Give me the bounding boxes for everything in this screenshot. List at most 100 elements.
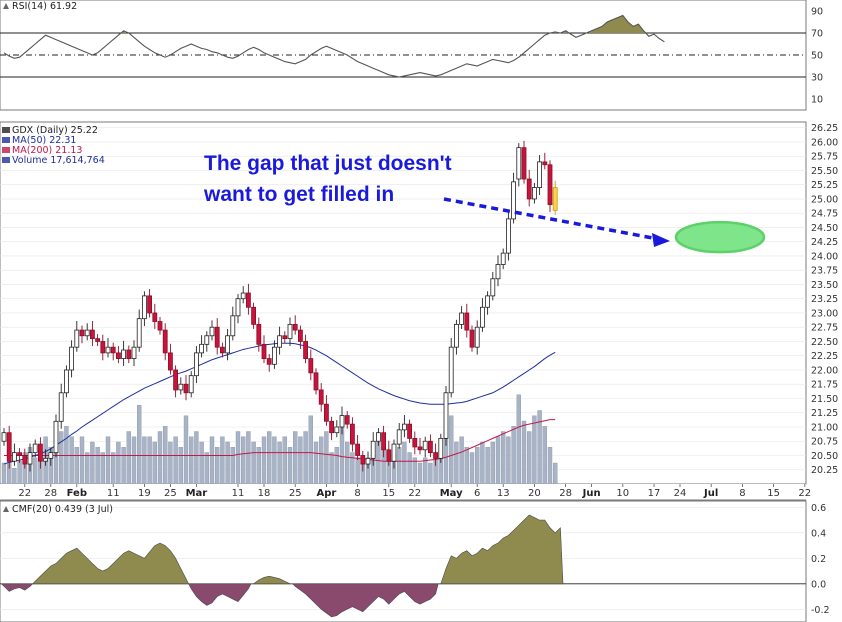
- x-tick-label: 8: [739, 488, 745, 499]
- volume-bar: [152, 441, 158, 485]
- candle-body: [256, 323, 262, 345]
- candlesticks: [1, 140, 558, 472]
- annotation-arrow-head: [652, 233, 670, 247]
- candle-body: [162, 329, 168, 354]
- volume-bar: [376, 441, 381, 485]
- volume-bar: [506, 436, 511, 485]
- candle-body: [313, 372, 319, 391]
- candle-body: [84, 329, 90, 337]
- candle-body: [412, 437, 418, 448]
- cmf-icon: [3, 506, 9, 512]
- candle-body: [95, 338, 100, 342]
- volume-bar: [475, 447, 480, 485]
- price-tick-label: 25.50: [811, 166, 838, 177]
- price-tick-label: 20.75: [811, 437, 838, 448]
- cmf-negative-area: [188, 583, 252, 606]
- volume-bar: [423, 457, 428, 485]
- candle-body: [407, 423, 413, 439]
- candle-body: [58, 392, 64, 422]
- volume-bar: [168, 441, 173, 485]
- candle-body: [183, 383, 189, 394]
- candle-body: [381, 432, 387, 451]
- candle-body: [266, 358, 272, 365]
- volume-bar: [147, 436, 152, 485]
- volume-bar: [220, 436, 225, 485]
- rsi-legend-label: RSI(14) 61.92: [12, 1, 77, 12]
- price-tick-label: 20.25: [811, 465, 838, 476]
- candle-body: [386, 449, 392, 462]
- candle-body: [157, 321, 163, 331]
- volume-bar: [277, 441, 282, 485]
- x-tick-label: 19: [138, 488, 151, 499]
- volume-bar: [407, 452, 412, 485]
- volume-bar: [126, 431, 132, 485]
- candle-body: [271, 346, 277, 365]
- candle-body: [235, 298, 241, 317]
- rsi-line: [3, 14, 665, 78]
- cmf-tick-label: 0.4: [811, 528, 826, 539]
- volume-bar: [12, 468, 17, 485]
- volume-bar: [464, 447, 469, 485]
- candle-body: [505, 218, 511, 254]
- x-tick-label: 25: [164, 488, 177, 499]
- candle-body: [485, 295, 491, 308]
- candle-body: [542, 161, 548, 166]
- annotation: The gap that just doesn't want to get fi…: [203, 152, 670, 247]
- volume-bar: [194, 431, 199, 485]
- volume-bar: [79, 436, 85, 485]
- volume-bar: [95, 447, 100, 485]
- volume-bar: [402, 441, 407, 485]
- annotation-line-2: want to get filled in: [203, 183, 394, 206]
- volume-bar: [90, 441, 95, 485]
- volume-bar: [501, 431, 506, 485]
- volume-bar: [261, 436, 267, 485]
- volume-bar: [199, 441, 204, 485]
- x-tick-label: 22: [408, 488, 421, 499]
- x-tick-label: 28: [44, 488, 57, 499]
- price-legend-label: MA(200) 21.13: [12, 145, 82, 156]
- price-tick-label: 22.00: [811, 365, 838, 376]
- rsi-tick-label: 30: [811, 73, 823, 84]
- volume-bar: [230, 447, 236, 485]
- volume-bar: [495, 436, 501, 485]
- price-tick-label: 21.50: [811, 394, 838, 405]
- candle-body: [422, 440, 428, 451]
- x-tick-label: Mar: [186, 488, 208, 499]
- candle-body: [17, 452, 23, 456]
- volume-bar: [449, 415, 454, 485]
- price-tick-label: 21.75: [811, 380, 838, 391]
- candle-body: [11, 452, 17, 462]
- candle-body: [516, 147, 522, 180]
- candle-body: [292, 323, 298, 331]
- candle-body: [448, 346, 454, 394]
- candle-body: [240, 292, 246, 300]
- price-tick-label: 22.75: [811, 323, 838, 334]
- volume-bar: [214, 447, 220, 485]
- price-tick-label: 22.50: [811, 337, 838, 348]
- candle-body: [209, 326, 215, 337]
- volume-bar: [100, 452, 106, 485]
- candle-body: [69, 346, 74, 371]
- x-tick-label: 15: [382, 488, 395, 499]
- price-tick-label: 25.75: [811, 152, 838, 163]
- candle-body: [100, 341, 106, 354]
- candle-body: [453, 323, 459, 348]
- volume-bar: [173, 436, 178, 485]
- volume-bar: [246, 431, 251, 485]
- candle-body: [438, 437, 444, 459]
- candle-body: [277, 335, 283, 348]
- candle-body: [532, 187, 537, 200]
- candle-body: [547, 164, 553, 206]
- volume-bar: [157, 431, 163, 485]
- candle-body: [303, 341, 309, 359]
- volume-bar: [454, 441, 459, 485]
- volume-bar: [469, 452, 475, 485]
- volume-bar: [105, 436, 111, 485]
- x-tick-label: 11: [232, 488, 245, 499]
- rsi-legend: RSI(14) 61.92: [3, 1, 77, 12]
- price-tick-label: 25.25: [811, 180, 838, 191]
- price-tick-label: 26.25: [811, 123, 838, 134]
- candle-body: [479, 306, 485, 328]
- x-tick-label: 15: [767, 488, 780, 499]
